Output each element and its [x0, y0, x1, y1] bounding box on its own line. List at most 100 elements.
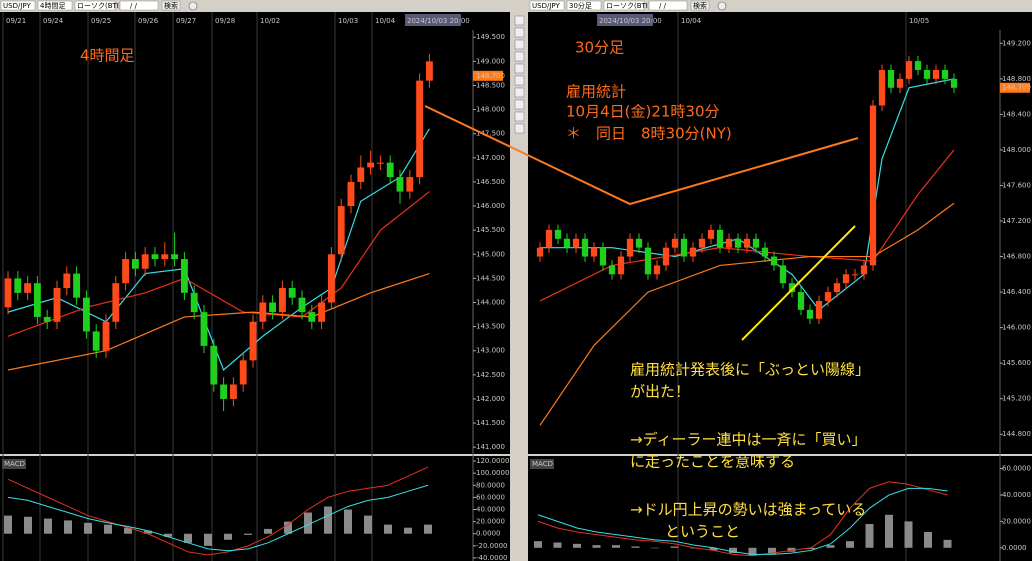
candle-body	[662, 247, 670, 266]
timeframe-box[interactable]	[37, 0, 73, 11]
cursor-date-box	[405, 14, 461, 26]
annotation: →ディーラー連中は一斉に「買い」	[630, 431, 867, 449]
info-button[interactable]	[188, 1, 198, 11]
tool-icon[interactable]	[514, 87, 525, 98]
candle-body	[318, 302, 326, 322]
macd-bar	[184, 533, 192, 543]
candle-body	[171, 254, 179, 260]
y-tick-label: 143.000	[476, 347, 505, 355]
candle-body	[122, 259, 130, 284]
candle-body	[734, 238, 742, 248]
candle-body	[416, 80, 424, 178]
candle-body	[376, 162, 384, 164]
candle-body	[92, 331, 100, 351]
y-tick-label: 149.500	[476, 33, 505, 41]
cursor-date-box	[597, 14, 653, 26]
y-tick-label: 145.000	[476, 250, 505, 258]
macd-bar	[144, 530, 152, 534]
tool-icon[interactable]	[514, 99, 525, 110]
candle-body	[932, 69, 940, 79]
tool-icon[interactable]	[514, 15, 525, 26]
candle-body	[887, 69, 895, 88]
candle-body	[112, 283, 120, 322]
candle-body	[367, 162, 375, 168]
timeframe-label: 4時間足	[80, 47, 135, 65]
candle-body	[73, 273, 81, 298]
timeframe-box[interactable]	[566, 0, 602, 11]
y-tick-label: 148.000	[476, 106, 505, 114]
y-tick-label: 146.500	[476, 178, 505, 186]
candle-body	[779, 265, 787, 284]
date-label: 09/24	[43, 17, 64, 25]
candle-body	[53, 288, 61, 322]
candle-body	[878, 69, 886, 106]
cursor-date: 2024/10/03 20:00	[599, 17, 662, 25]
y-tick-label: 146.800	[1002, 253, 1031, 261]
y-tick-label: 40.0000	[1002, 491, 1031, 499]
candle-body	[200, 312, 208, 346]
candle-body	[406, 177, 414, 192]
macd-bar	[64, 520, 72, 534]
candle-body	[327, 254, 335, 303]
macd-bar	[924, 531, 932, 548]
annotation: 雇用統計	[566, 83, 626, 101]
y-tick-label: 148.500	[476, 81, 505, 89]
y-tick-label: 144.000	[476, 298, 505, 306]
candle-body	[824, 292, 832, 301]
symbol: USD/JPY	[532, 2, 560, 10]
macd-bar	[748, 547, 757, 556]
y-tick-label: 20.0000	[476, 518, 505, 526]
y-tick-label: 148.800	[1002, 75, 1031, 83]
tool-icon[interactable]	[514, 27, 525, 38]
macd-bar	[846, 541, 854, 548]
macd-bar	[612, 545, 620, 548]
tool-icon[interactable]	[514, 63, 525, 74]
search-button[interactable]	[690, 0, 710, 11]
macd-bar	[631, 546, 640, 548]
tool-icon[interactable]	[514, 111, 525, 122]
timeframe-label: 30分足	[575, 39, 624, 57]
macd-bar	[164, 533, 172, 537]
timeframe: 30分足	[569, 1, 592, 10]
info-button[interactable]	[717, 1, 727, 11]
candle-body	[635, 238, 643, 248]
y-tick-label: 148.400	[1002, 110, 1031, 118]
macd-pane	[0, 456, 510, 561]
tool-icon[interactable]	[514, 39, 525, 50]
candle-body	[599, 247, 607, 266]
annotation: に走ったことを意味する	[630, 453, 795, 471]
candle-body	[357, 167, 365, 182]
date-label: 10/04	[375, 17, 396, 25]
moving-average	[7, 191, 430, 337]
tool-icon[interactable]	[514, 75, 525, 86]
symbol: USD/JPY	[3, 2, 31, 10]
candle-body	[161, 254, 169, 260]
chart-type-box[interactable]	[74, 0, 116, 11]
candle-body	[229, 384, 237, 399]
search-button[interactable]	[161, 0, 181, 11]
annotation: 10月4日(金)21時30分	[566, 103, 720, 121]
candle-body	[590, 247, 598, 257]
y-tick-label: 147.000	[476, 154, 505, 162]
candle-body	[797, 292, 805, 310]
candle-body	[220, 384, 228, 399]
symbol-box[interactable]	[529, 0, 565, 11]
y-tick-label: 40.0000	[476, 506, 505, 514]
macd-bar	[865, 524, 874, 548]
candle-body	[337, 206, 345, 255]
moving-average	[7, 128, 430, 372]
macd-bar	[4, 515, 12, 534]
candle-body	[563, 238, 571, 248]
candle-body	[308, 312, 316, 322]
macd-line	[537, 481, 948, 557]
date-box[interactable]	[648, 0, 688, 11]
tool-icons	[514, 15, 525, 134]
macd-bar	[424, 524, 432, 534]
date-bar	[0, 12, 510, 30]
symbol-box[interactable]	[0, 0, 36, 11]
tool-icon[interactable]	[514, 123, 525, 134]
date-box[interactable]	[119, 0, 159, 11]
y-tick-label: 147.600	[1002, 181, 1031, 189]
chart-type-box[interactable]	[603, 0, 645, 11]
tool-icon[interactable]	[514, 51, 525, 62]
